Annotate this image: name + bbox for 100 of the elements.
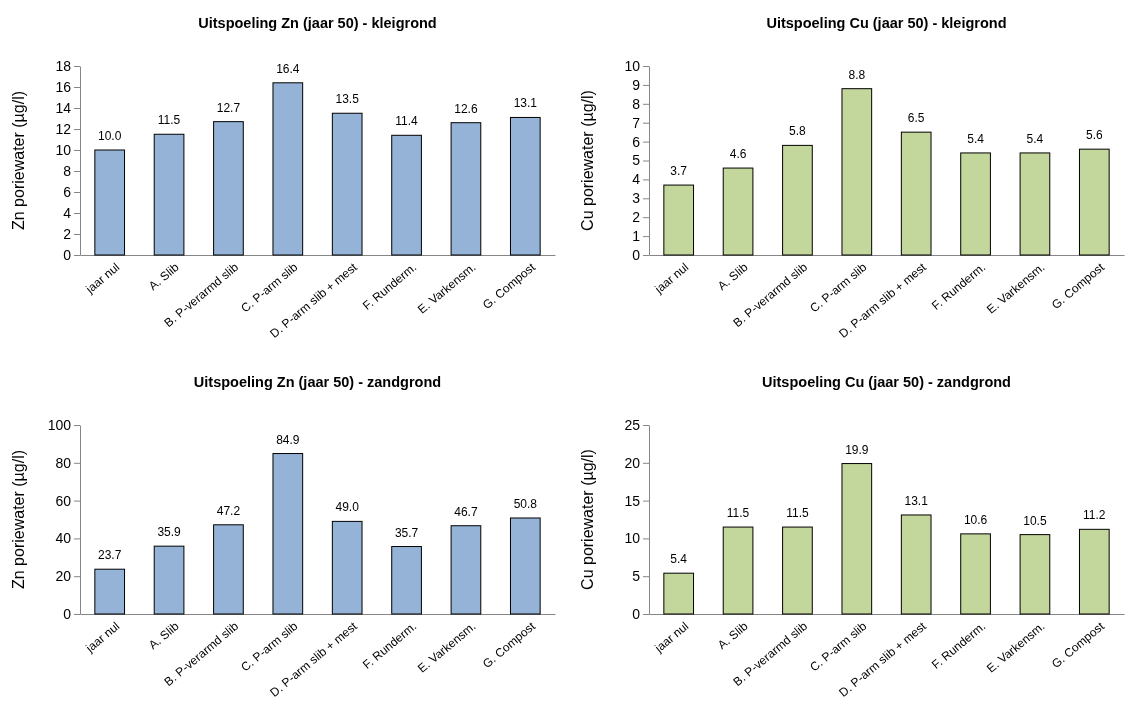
bar xyxy=(450,122,482,256)
data-label: 19.9 xyxy=(845,442,869,457)
data-label: 5.4 xyxy=(967,131,985,146)
data-label: 35.7 xyxy=(394,525,419,540)
y-tick-label: 14 xyxy=(55,99,72,116)
bar xyxy=(331,520,363,615)
data-label: 13.5 xyxy=(335,92,360,107)
y-tick-label: 15 xyxy=(624,492,641,509)
data-label: 6.5 xyxy=(907,111,925,126)
y-tick-label: 0 xyxy=(63,605,72,622)
y-tick-label: 6 xyxy=(63,183,72,200)
bar xyxy=(960,152,991,256)
y-tick-label: 4 xyxy=(63,204,72,221)
y-tick-label: 12 xyxy=(55,120,72,137)
bar xyxy=(900,131,932,256)
bar xyxy=(1019,534,1051,615)
y-tick-label: 0 xyxy=(632,605,641,622)
data-label: 13.1 xyxy=(904,493,929,508)
bar xyxy=(509,116,541,256)
bar xyxy=(1078,148,1110,256)
data-label: 35.9 xyxy=(157,525,182,540)
y-tick-label: 1 xyxy=(632,228,641,245)
y-tick-label: 5 xyxy=(632,568,641,585)
y-tick-label: 7 xyxy=(632,114,641,131)
chart-title: Uitspoeling Cu (jaar 50) - zandgrond xyxy=(762,374,1011,390)
data-label: 5.6 xyxy=(1085,128,1103,143)
data-label: 10.6 xyxy=(963,512,988,527)
bar xyxy=(213,524,244,615)
y-tick-label: 3 xyxy=(632,190,641,207)
bar xyxy=(900,514,932,615)
bar xyxy=(841,88,873,256)
bar xyxy=(94,149,126,256)
y-tick-label: 20 xyxy=(55,568,72,585)
bar xyxy=(663,572,695,615)
x-tick-label: jaar nul xyxy=(651,619,692,656)
bar xyxy=(213,121,244,256)
y-tick-label: 20 xyxy=(624,454,641,471)
bar xyxy=(509,517,541,615)
y-tick-label: 2 xyxy=(63,225,72,242)
y-tick-label: 0 xyxy=(63,246,72,263)
data-label: 5.4 xyxy=(1026,131,1044,146)
data-label: 23.7 xyxy=(98,548,122,563)
data-label: 16.4 xyxy=(276,61,300,76)
bar xyxy=(722,526,754,615)
bar xyxy=(782,526,813,615)
y-tick-label: 9 xyxy=(632,76,641,93)
data-label: 11.4 xyxy=(395,114,419,129)
bar xyxy=(450,525,482,615)
y-axis-title: Cu poriewater (µg/l) xyxy=(579,90,596,231)
data-label: 5.8 xyxy=(789,124,807,139)
bar xyxy=(1078,528,1110,615)
y-tick-label: 4 xyxy=(632,171,641,188)
y-tick-label: 2 xyxy=(632,209,641,226)
data-label: 11.2 xyxy=(1083,508,1106,523)
chart-title: Uitspoeling Cu (jaar 50) - kleigrond xyxy=(766,15,1007,31)
data-label: 5.4 xyxy=(670,552,688,567)
y-tick-label: 18 xyxy=(55,57,72,74)
bar xyxy=(153,545,185,615)
bar xyxy=(331,112,363,256)
data-label: 11.5 xyxy=(157,113,181,128)
y-tick-label: 6 xyxy=(632,133,641,150)
y-tick-label: 16 xyxy=(55,78,72,95)
data-label: 11.5 xyxy=(726,506,750,521)
y-tick-label: 8 xyxy=(632,95,641,112)
data-label: 4.6 xyxy=(729,147,747,162)
y-axis-title: Cu poriewater (µg/l) xyxy=(579,449,596,590)
y-tick-label: 0 xyxy=(632,246,641,263)
x-tick-label: jaar nul xyxy=(82,260,123,297)
bar xyxy=(272,82,304,256)
data-label: 12.7 xyxy=(216,100,241,115)
data-label: 13.1 xyxy=(513,96,538,111)
x-tick-label: jaar nul xyxy=(82,619,123,656)
y-tick-label: 10 xyxy=(624,530,641,547)
y-tick-label: 40 xyxy=(55,530,72,547)
bar xyxy=(960,533,991,615)
bar xyxy=(722,167,754,256)
bar xyxy=(153,133,185,256)
data-label: 84.9 xyxy=(276,432,300,447)
y-tick-label: 8 xyxy=(63,162,72,179)
x-tick-label: jaar nul xyxy=(651,260,692,297)
data-label: 50.8 xyxy=(513,496,538,511)
data-label: 3.7 xyxy=(670,164,688,179)
bar xyxy=(841,463,873,615)
data-label: 12.6 xyxy=(454,101,478,116)
data-label: 10.0 xyxy=(98,129,122,143)
data-label: 10.5 xyxy=(1023,513,1047,528)
bar xyxy=(391,546,422,615)
bar xyxy=(272,453,304,615)
y-tick-label: 60 xyxy=(55,492,72,509)
bar xyxy=(94,568,126,615)
chart-title: Uitspoeling Zn (jaar 50) - kleigrond xyxy=(198,15,437,31)
bar xyxy=(391,134,422,256)
data-label: 46.7 xyxy=(454,504,478,519)
bar xyxy=(663,184,695,256)
data-label: 8.8 xyxy=(848,67,866,82)
data-label: 49.0 xyxy=(335,500,360,515)
y-tick-label: 80 xyxy=(55,454,72,471)
y-tick-label: 10 xyxy=(55,141,72,158)
y-axis-title: Zn poriewater (µg/l) xyxy=(10,90,27,231)
data-label: 47.2 xyxy=(216,503,241,518)
